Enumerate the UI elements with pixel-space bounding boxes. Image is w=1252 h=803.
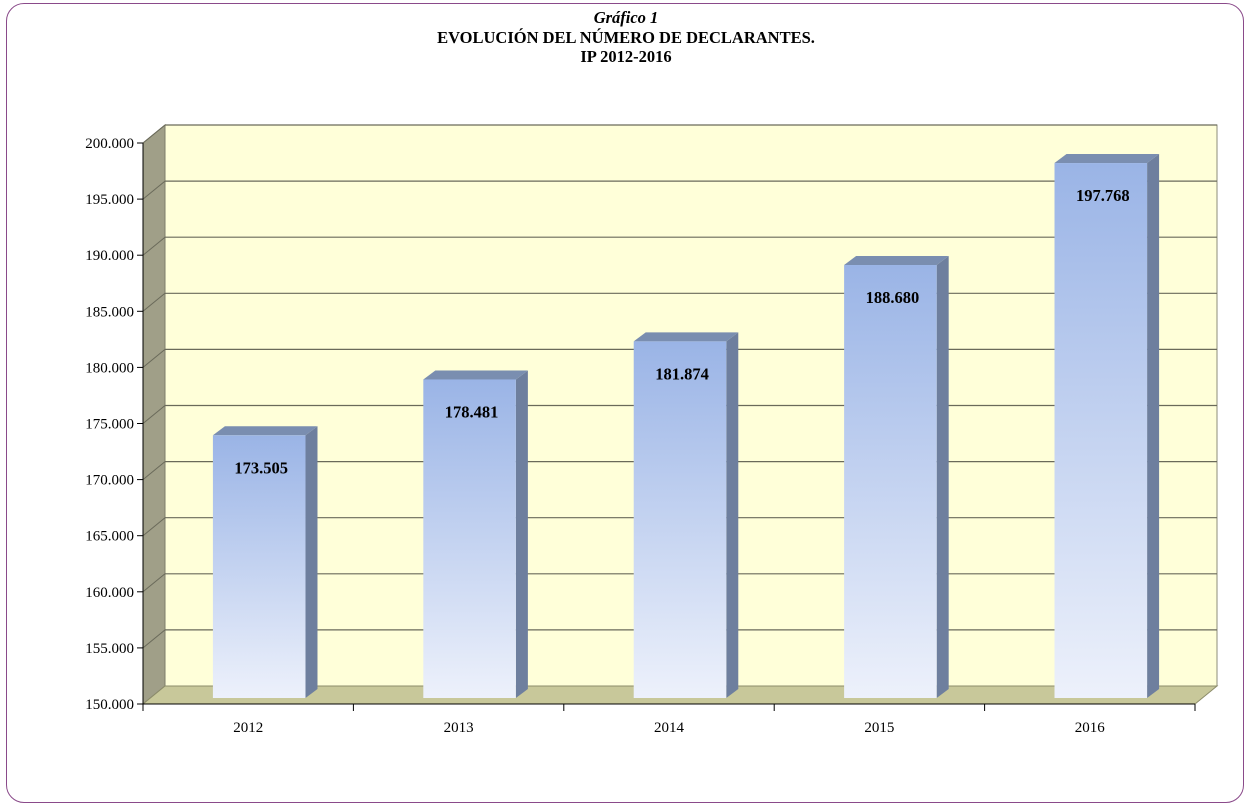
bar-side [936,256,949,698]
bar-side [515,370,528,698]
x-tick-label: 2013 [444,720,474,736]
y-tick-label: 180.000 [85,360,134,376]
bar [844,265,937,698]
bar [423,379,516,698]
gridline-side [142,405,166,424]
y-tick-label: 190.000 [85,248,134,264]
y-tick-label: 165.000 [85,529,134,545]
x-tick-label: 2014 [654,720,685,736]
chart-subtitle: IP 2012-2016 [580,47,672,66]
bar-value-label: 197.768 [1076,186,1130,205]
bar-value-label: 178.481 [445,402,499,421]
y-tick-label: 170.000 [85,473,134,489]
y-tick-label: 175.000 [85,417,134,433]
gridline-side [142,629,166,649]
bar [212,435,306,698]
bar-top [212,426,318,436]
bar-value-label: 188.680 [866,288,920,307]
y-tick-label: 155.000 [85,641,134,657]
y-tick-label: 200.000 [85,136,134,152]
y-tick-label: 195.000 [85,192,134,208]
y-tick-label: 150.000 [85,697,134,713]
bar [1054,163,1148,699]
y-tick-label: 160.000 [85,585,134,601]
bar-top [633,332,739,342]
bar-side [305,426,318,698]
chart-title: EVOLUCIÓN DEL NÚMERO DE DECLARANTES. [437,27,815,47]
bar-top [844,256,949,266]
bar-side [1147,154,1160,699]
gridline-side [142,292,166,312]
gridline-side [142,573,166,593]
gridline-side [142,236,166,256]
bar-side [726,332,739,698]
gridline-side [142,180,166,200]
gridline-side [142,517,166,537]
x-tick-label: 2015 [864,720,894,736]
bar-value-label: 181.874 [655,364,709,383]
gridline-side [142,349,166,368]
bar [633,341,727,698]
x-tick-label: 2012 [233,720,263,736]
y-tick-label: 185.000 [85,304,134,320]
bar-value-label: 173.505 [234,458,288,477]
x-tick-label: 2016 [1075,720,1106,736]
chart-caption: Gráfico 1 [593,8,659,27]
bar-top [423,370,528,380]
gridline-side [142,124,166,144]
bar-chart: 173.505 178.481 181.874 188.680 197.768 150.… [85,123,1219,736]
chart-title-block: Gráfico 1 EVOLUCIÓN DEL NÚMERO DE DECLAR… [0,8,1252,67]
gridline-side [142,461,166,480]
bar-top [1054,154,1160,164]
